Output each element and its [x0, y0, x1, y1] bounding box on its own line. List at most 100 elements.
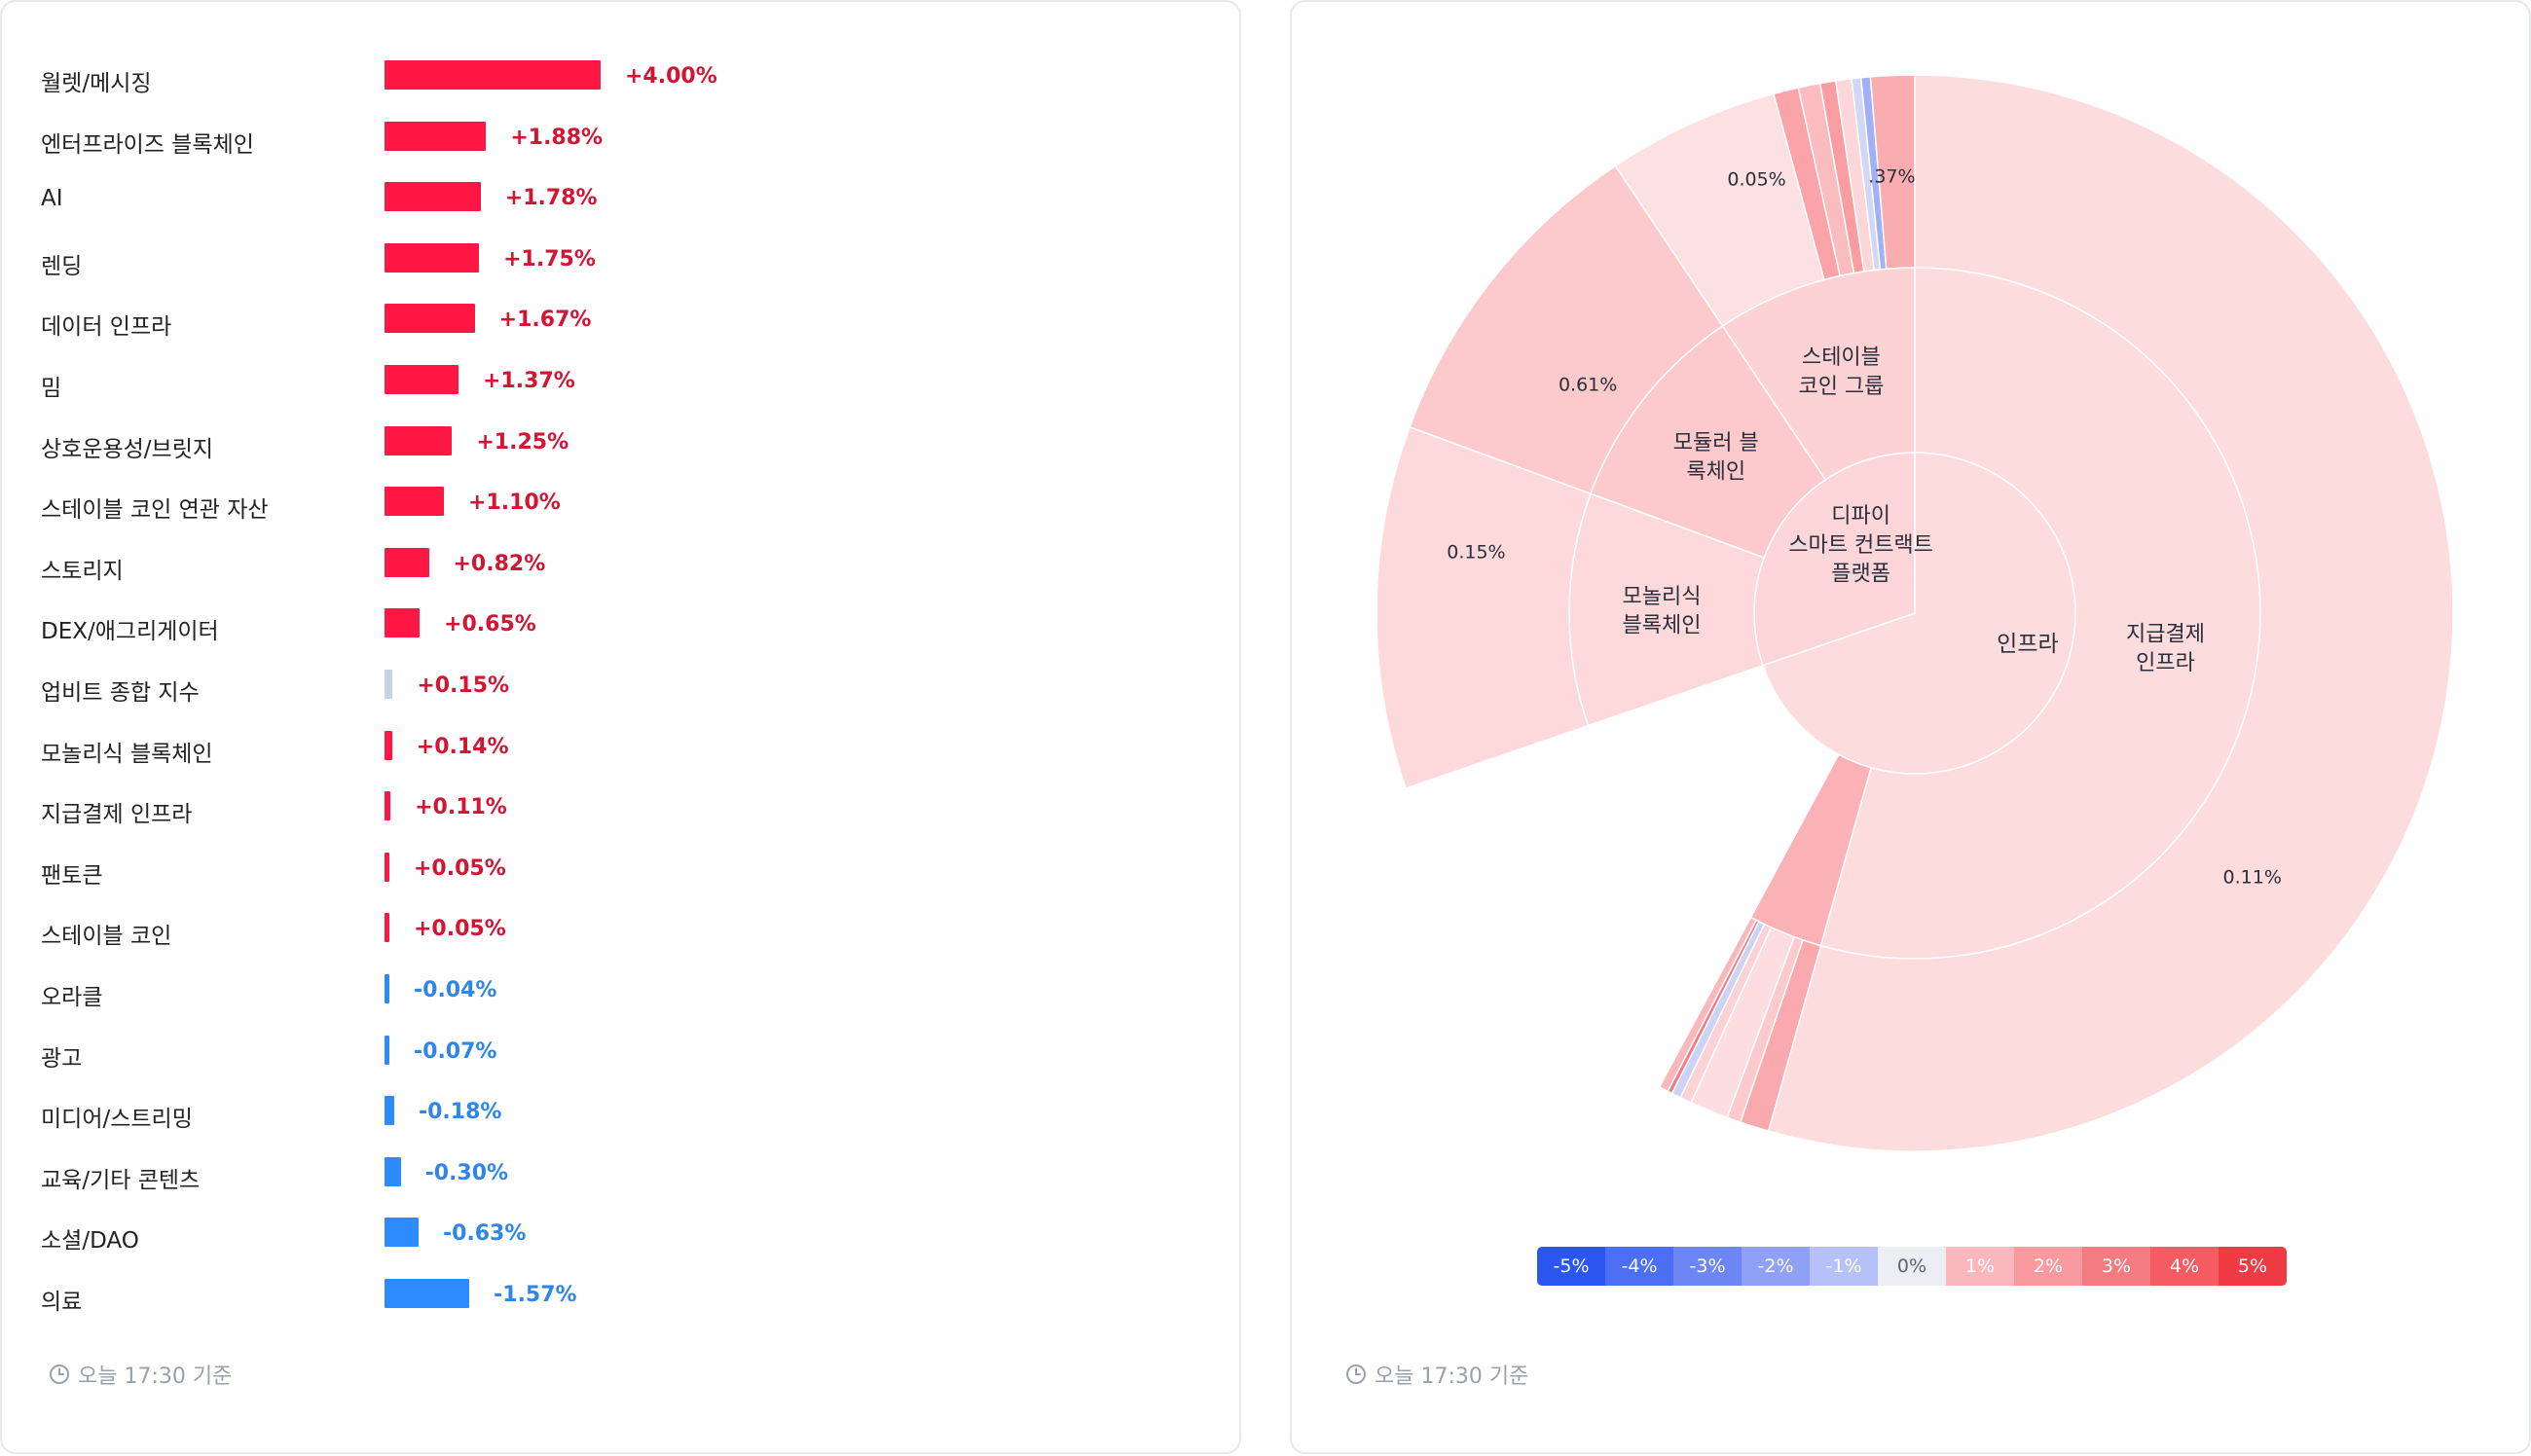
bar-label: 교육/기타 콘텐츠 [41, 1167, 201, 1193]
bar-row[interactable]: 팬토큰 +0.05% [41, 849, 1209, 889]
bar-label: 소셜/DAO [41, 1228, 139, 1255]
bar-mark [385, 425, 453, 455]
sunburst-value-label: 0.15% [1447, 541, 1505, 563]
timestamp-footer: 오늘 17:30 기준 [1345, 1359, 1528, 1390]
bar-value-label: -0.18% [418, 1100, 502, 1125]
bar-value-label: -0.30% [424, 1160, 509, 1185]
bar-row[interactable]: 렌딩 +1.75% [41, 239, 1209, 279]
bar-value-label: +1.78% [504, 186, 598, 211]
bar-mark [385, 182, 481, 212]
bar-label: 상호운용성/브릿지 [41, 436, 214, 462]
bar-label: 밈 [41, 376, 62, 401]
bar-row[interactable]: 엔터프라이즈 블록체인 +1.88% [41, 118, 1209, 158]
bar-row[interactable]: 스테이블 코인 +0.05% [41, 909, 1209, 950]
bar-row[interactable]: 오라클 -0.04% [41, 970, 1209, 1010]
bar-label: 월렛/메시징 [41, 71, 152, 96]
bar-mark [385, 365, 459, 394]
legend-swatch: -5% [1537, 1247, 1605, 1286]
sunburst-value-label: 0.05% [1727, 168, 1785, 190]
sunburst-mid-label: 록체인 [1686, 460, 1745, 485]
bar-mark [385, 487, 445, 517]
sunburst-value-label: 0.11% [2223, 867, 2282, 889]
sunburst-root-label: 플랫폼 [1831, 562, 1890, 586]
legend-swatch: 3% [2082, 1247, 2150, 1286]
bar-value-label: +0.65% [444, 612, 536, 637]
bar-mark [385, 1218, 419, 1248]
legend-swatch: 2% [2014, 1247, 2082, 1286]
sunburst-root-label: 디파이 [1831, 504, 1890, 528]
bar-row[interactable]: 밈 +1.37% [41, 361, 1209, 401]
bar-row[interactable]: 스토리지 +0.82% [41, 544, 1209, 584]
bar-mark [385, 60, 601, 90]
bar-value-label: +0.15% [417, 673, 510, 698]
sunburst-outer-segment[interactable] [1767, 74, 2454, 1152]
timestamp-text: 오늘 17:30 기준 [78, 1365, 233, 1389]
bar-row[interactable]: 데이터 인프라 +1.67% [41, 300, 1209, 341]
sunburst-value-label: 0.61% [1559, 374, 1617, 395]
bar-mark [385, 852, 389, 882]
bar-mark [385, 974, 389, 1003]
sunburst-root-label: 인프라 [1997, 632, 2058, 657]
bar-label: 스토리지 [41, 558, 124, 584]
bar-row[interactable]: 교육/기타 콘텐츠 -0.30% [41, 1153, 1209, 1193]
bar-value-label: -0.63% [442, 1221, 527, 1247]
bar-mark [385, 547, 429, 577]
bar-row[interactable]: 상호운용성/브릿지 +1.25% [41, 422, 1209, 462]
bar-label: 스테이블 코인 연관 자산 [41, 497, 269, 524]
bar-value-label: +1.88% [510, 125, 604, 150]
bar-label: 데이터 인프라 [41, 314, 172, 341]
bar-row[interactable]: DEX/애그리게이터 +0.65% [41, 604, 1209, 644]
bar-mark [385, 1096, 394, 1126]
bar-value-label: +0.05% [414, 855, 506, 881]
sunburst-mid-label: 인프라 [2136, 651, 2195, 675]
bar-row[interactable]: 업비트 종합 지수 +0.15% [41, 666, 1209, 706]
bar-row[interactable]: 지급결제 인프라 +0.11% [41, 787, 1209, 828]
legend-swatch: -2% [1742, 1247, 1810, 1286]
bar-mark [385, 1035, 389, 1065]
bar-mark [385, 608, 421, 638]
bar-mark [385, 791, 391, 821]
bar-label: 지급결제 인프라 [41, 802, 193, 828]
timestamp-footer: 오늘 17:30 기준 [49, 1359, 232, 1390]
sunburst-root-label: 스마트 컨트랙트 [1788, 533, 1933, 558]
clock-icon [50, 1365, 69, 1384]
bar-mark [385, 730, 392, 760]
bar-value-label: +1.10% [468, 491, 561, 516]
bar-label: AI [41, 186, 63, 212]
bar-label: 스테이블 코인 [41, 924, 172, 950]
sunburst-outer-segment[interactable] [1658, 916, 1758, 1093]
bar-label: 업비트 종합 지수 [41, 680, 200, 706]
legend-swatch: 4% [2150, 1247, 2219, 1286]
sunburst-mid-label: 모놀리식 [1623, 585, 1702, 609]
sector-sunburst-panel: 지급결제 인프라 모놀리식 블록체인 모듈러 블 록체인 스테이블 코인 그룹 인프라 디파이 스마… [1290, 0, 2531, 1454]
bar-value-label: +1.75% [503, 246, 596, 272]
color-scale-legend: -5% -4% -3% -2% -1% 0% 1% 2% 3% 4% 5% [1537, 1247, 2287, 1286]
bar-row[interactable]: 소셜/DAO -0.63% [41, 1214, 1209, 1255]
bar-value-label: +1.37% [483, 369, 575, 393]
bar-row[interactable]: 미디어/스트리밍 -0.18% [41, 1092, 1209, 1133]
bar-row[interactable]: 스테이블 코인 연관 자산 +1.10% [41, 483, 1209, 524]
bar-row[interactable]: 광고 -0.07% [41, 1032, 1209, 1072]
bar-value-label: -1.57% [494, 1283, 577, 1307]
bar-value-label: +0.05% [414, 917, 506, 942]
bar-mark [385, 1279, 470, 1308]
bar-mark [385, 242, 480, 273]
sunburst-mid-label: 지급결제 [2126, 623, 2205, 647]
bar-label: 렌딩 [41, 253, 83, 279]
bar-row[interactable]: 의료 -1.57% [41, 1275, 1209, 1315]
bar-label: 광고 [41, 1045, 83, 1072]
bar-value-label: +0.14% [416, 734, 509, 759]
bar-mark [385, 304, 475, 334]
bar-row[interactable]: 월렛/메시징 +4.00% [41, 56, 1209, 96]
bar-label: 팬토큰 [41, 862, 103, 889]
legend-swatch: 0% [1878, 1247, 1946, 1286]
bar-label: 미디어/스트리밍 [41, 1107, 193, 1133]
legend-swatch: -4% [1605, 1247, 1673, 1286]
bar-value-label: +0.11% [415, 795, 507, 820]
sunburst-mid-label: 코인 그룹 [1798, 375, 1884, 399]
bar-mark [385, 913, 389, 943]
bar-row[interactable]: 모놀리식 블록체인 +0.14% [41, 727, 1209, 767]
sunburst-outer-segment[interactable] [1869, 74, 1916, 271]
bar-value-label: -0.07% [414, 1038, 497, 1064]
bar-row[interactable]: AI +1.78% [41, 178, 1209, 217]
